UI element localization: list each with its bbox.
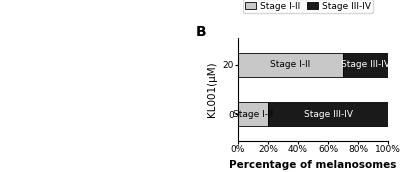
Legend: Stage I-II, Stage III-IV: Stage I-II, Stage III-IV	[242, 0, 373, 13]
Bar	[238, 53, 343, 77]
Y-axis label: KL001(μM): KL001(μM)	[207, 62, 217, 117]
Bar	[238, 102, 268, 126]
Bar	[343, 53, 388, 77]
Bar	[268, 102, 388, 126]
Text: Stage III-IV: Stage III-IV	[341, 60, 390, 69]
Text: B: B	[196, 25, 207, 39]
X-axis label: Percentage of melanosomes: Percentage of melanosomes	[229, 160, 397, 170]
Text: Stage I-II: Stage I-II	[270, 60, 311, 69]
Text: Stage III-IV: Stage III-IV	[304, 110, 352, 119]
Text: Stage I-II: Stage I-II	[233, 110, 273, 119]
